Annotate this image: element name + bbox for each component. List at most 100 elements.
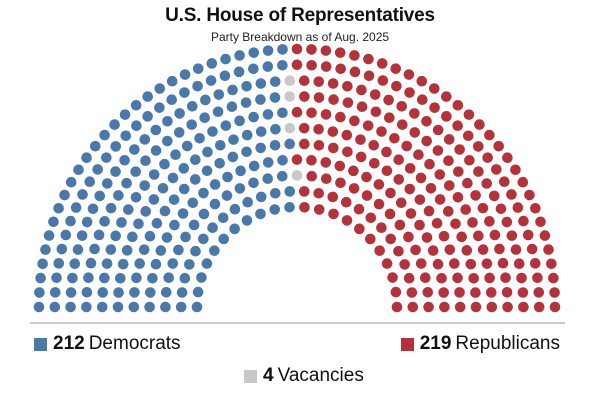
seat-democrat: [147, 272, 158, 284]
seat-republican: [452, 272, 463, 284]
seat-democrat: [73, 164, 84, 176]
seat-republican: [410, 244, 421, 256]
seat-democrat: [119, 109, 131, 120]
seat-democrat: [60, 229, 72, 241]
seat-republican: [376, 58, 388, 69]
seat-republican: [328, 208, 339, 220]
seat-republican: [424, 158, 435, 170]
seat-republican: [406, 287, 418, 298]
seat-republican: [488, 190, 500, 202]
seat-republican: [454, 144, 465, 155]
seat-democrat: [255, 191, 267, 203]
seat-democrat: [262, 61, 274, 72]
seat-democrat: [276, 170, 288, 182]
seat-group: [33, 43, 561, 313]
seat-republican: [436, 272, 447, 284]
seat-democrat: [150, 145, 162, 156]
seat-democrat: [117, 258, 129, 270]
seat-republican: [506, 189, 517, 200]
seat-republican: [421, 135, 432, 147]
seat-democrat: [180, 231, 191, 243]
seat-republican: [442, 206, 454, 217]
seat-republican: [404, 87, 415, 98]
seat-democrat: [87, 203, 99, 215]
legend-republicans-count: 219: [419, 333, 452, 354]
seat-republican: [348, 165, 359, 177]
seat-democrat: [81, 216, 93, 228]
seat-republican: [298, 122, 310, 134]
seat-democrat: [130, 99, 142, 111]
seat-republican: [452, 120, 463, 132]
seat-republican: [470, 287, 481, 298]
seat-republican: [365, 212, 377, 224]
seat-democrat: [131, 120, 142, 132]
seat-democrat: [121, 177, 132, 189]
seat-democrat: [209, 179, 221, 190]
chart-subtitle: Party Breakdown as of Aug. 2025: [210, 30, 390, 44]
seat-democrat: [151, 217, 163, 229]
seat-republican: [373, 179, 385, 190]
seat-republican: [384, 208, 396, 220]
seat-republican: [341, 215, 353, 226]
seat-democrat: [139, 180, 150, 191]
seat-democrat: [248, 160, 260, 172]
seat-republican: [320, 61, 332, 72]
seat-republican: [510, 244, 522, 255]
seat-democrat: [72, 244, 84, 255]
seat-democrat: [179, 69, 191, 80]
seat-republican: [423, 301, 434, 313]
seat-republican: [334, 47, 346, 58]
seat-democrat: [209, 245, 220, 256]
seat-republican: [335, 63, 346, 75]
seat-republican: [363, 70, 375, 82]
seat-republican: [549, 287, 560, 298]
seat-republican: [328, 142, 339, 154]
seat-democrat: [214, 157, 225, 169]
seat-republican: [390, 286, 402, 298]
seat-republican: [468, 272, 479, 284]
seat-republican: [498, 176, 510, 187]
seat-republican: [432, 145, 444, 156]
seat-democrat: [214, 139, 226, 151]
seat-republican: [393, 174, 405, 185]
seat-democrat: [248, 177, 259, 189]
seat-republican: [414, 194, 426, 205]
seat-republican: [327, 126, 339, 137]
seat-republican: [438, 287, 449, 298]
seat-democrat: [179, 272, 191, 284]
seat-democrat: [96, 301, 108, 313]
seat-democrat: [101, 178, 113, 189]
seat-democrat: [148, 169, 160, 180]
seat-republican: [376, 222, 387, 234]
seat-republican: [391, 80, 402, 92]
seat-republican: [502, 301, 513, 313]
seat-democrat: [284, 186, 296, 197]
seat-republican: [428, 83, 440, 94]
seat-democrat: [168, 194, 180, 205]
seat-democrat: [209, 198, 221, 210]
seat-democrat: [99, 216, 110, 227]
seat-democrat: [49, 287, 61, 298]
seat-republican: [512, 202, 524, 213]
seat-republican: [454, 301, 466, 313]
seat-republican: [397, 119, 408, 130]
seat-democrat: [105, 244, 117, 255]
seat-republican: [517, 176, 529, 188]
seat-democrat: [84, 176, 96, 187]
seat-democrat: [53, 202, 64, 214]
seat-republican: [477, 244, 489, 255]
seat-democrat: [207, 222, 218, 234]
seat-republican: [441, 111, 452, 122]
seat-democrat: [277, 44, 288, 55]
seat-democrat: [40, 244, 51, 255]
seat-democrat: [173, 127, 185, 138]
seat-republican: [369, 157, 380, 169]
seat-democrat: [65, 176, 77, 188]
seat-democrat: [65, 301, 76, 313]
seat-democrat: [160, 286, 172, 298]
seat-democrat: [113, 287, 124, 298]
seat-republican: [443, 134, 455, 145]
seat-republican: [403, 272, 415, 284]
seat-republican: [421, 116, 432, 127]
